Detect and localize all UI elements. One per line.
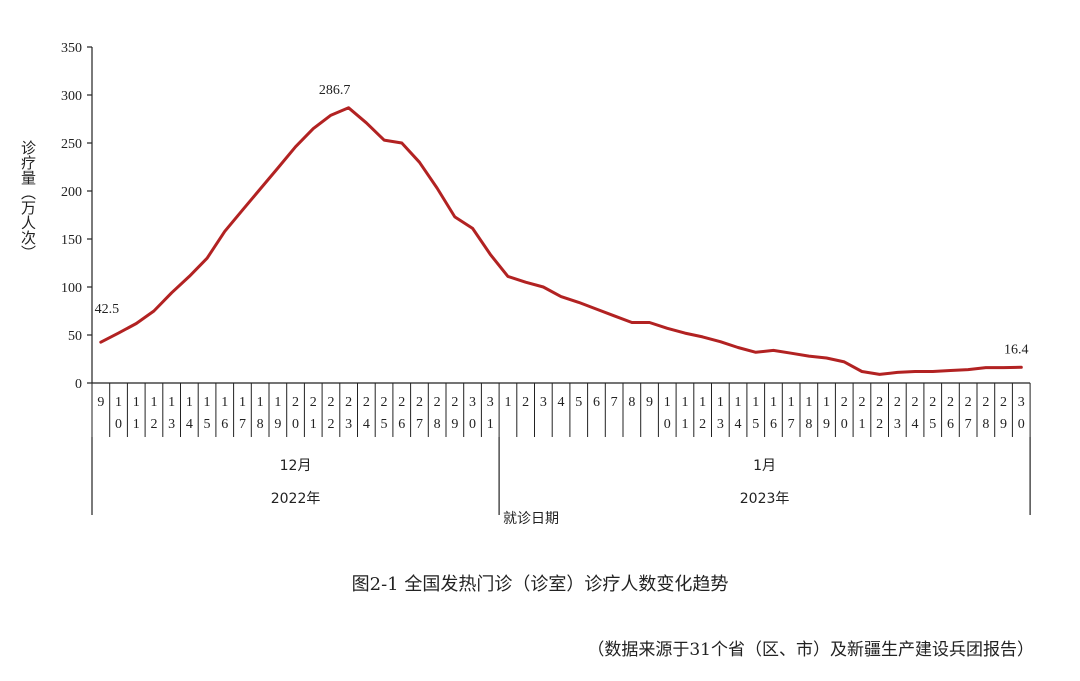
y-tick-label: 0 — [75, 377, 82, 392]
data-label: 42.5 — [95, 302, 120, 317]
data-label: 16.4 — [1004, 342, 1029, 357]
data-labels: 42.5 286.7 16.4 — [95, 83, 1029, 357]
x-tick-label: 6 — [593, 395, 600, 410]
y-axis: 0 50 100 150 200 250 300 350 — [61, 41, 93, 392]
x-tick-label: 9 — [646, 395, 653, 410]
y-tick-label: 350 — [61, 41, 82, 56]
y-tick-label: 300 — [61, 89, 82, 104]
x-tick-label: 7 — [611, 395, 618, 410]
x-tick-label: 4 — [558, 395, 565, 410]
series-layer — [99, 106, 1023, 376]
x-tick-label: 9 — [97, 395, 104, 410]
data-label: 286.7 — [319, 83, 351, 98]
x-axis: 9 1 01 11 21 31 41 51 61 71 81 92 02 12 22 32 42 52 62 72 82… — [91, 382, 1031, 527]
series-line — [99, 106, 1023, 376]
x-group-year-label: 2022年 — [271, 491, 321, 507]
x-tick-label: 5 — [575, 395, 582, 410]
x-tick-label: 8 — [628, 395, 635, 410]
figure-caption: 图2-1 全国发热门诊（诊室）诊疗人数变化趋势 — [351, 574, 729, 595]
y-tick-label: 100 — [61, 281, 82, 296]
x-tick-label: 2 — [522, 395, 529, 410]
y-tick-label: 200 — [61, 185, 82, 200]
x-tick-label: 3 — [540, 395, 547, 410]
y-tick-label: 50 — [68, 329, 82, 344]
y-axis-label: 诊疗量（万人次） — [19, 140, 37, 260]
x-tick-label: 1 — [504, 395, 511, 410]
y-tick-label: 250 — [61, 137, 82, 152]
x-group-month-label: 1月 — [753, 458, 776, 474]
x-axis-label: 就诊日期 — [503, 511, 559, 527]
y-tick-label: 150 — [61, 233, 82, 248]
x-group-year-label: 2023年 — [740, 491, 790, 507]
source-note: （数据来源于31个省（区、市）及新疆生产建设兵团报告） — [587, 640, 1034, 660]
x-group-month-label: 12月 — [280, 458, 312, 474]
